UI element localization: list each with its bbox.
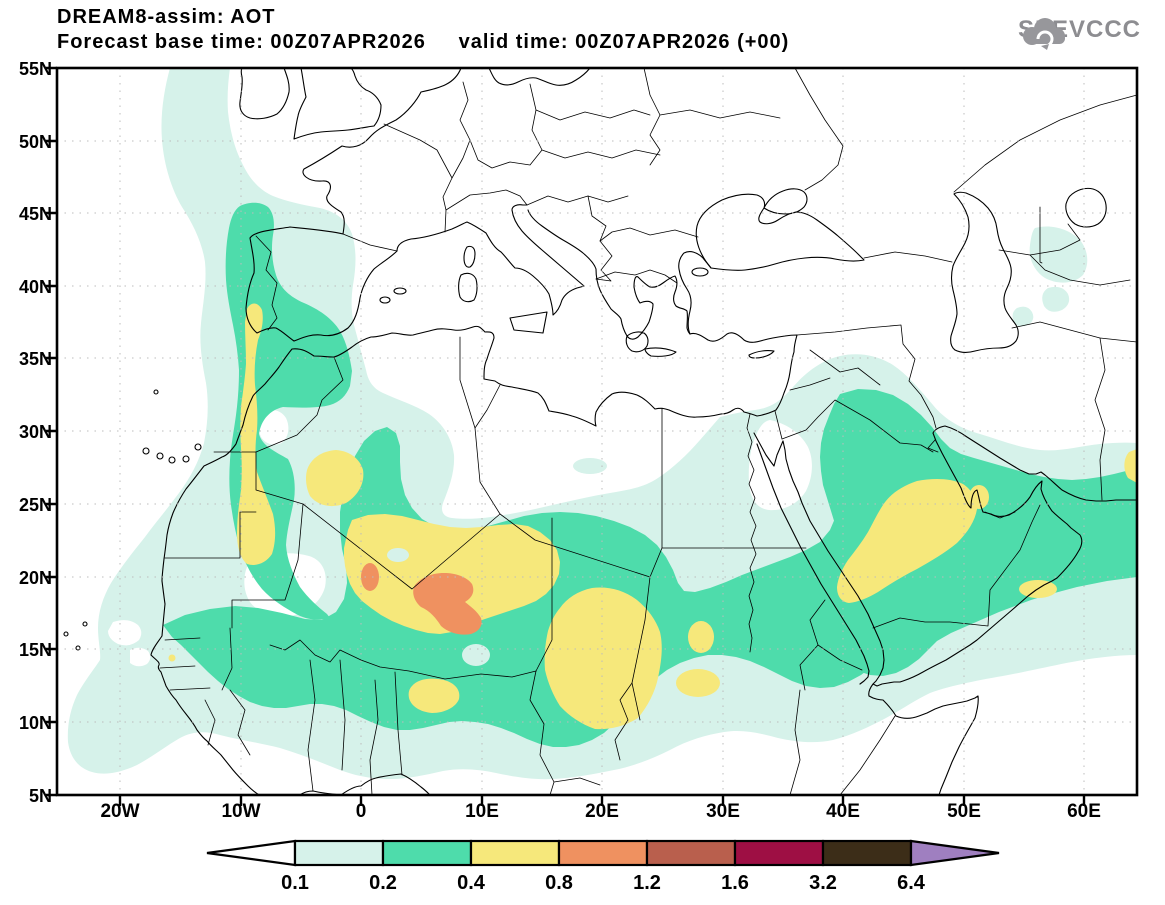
colorbar-right-arrow (909, 839, 1000, 867)
colorbar-value: 6.4 (897, 872, 925, 894)
lat-label: 55N (18, 59, 52, 79)
colorbar-value: 0.8 (545, 872, 573, 894)
lon-label: 40E (826, 801, 860, 822)
colorbar-value: 0.2 (369, 872, 397, 894)
lon-label: 20E (585, 801, 619, 822)
lon-label: 0 (355, 801, 367, 822)
colorbar-left-arrow (206, 839, 297, 867)
figure-title: DREAM8-assim: AOT (57, 6, 276, 28)
lon-label: 10W (221, 801, 261, 822)
country-borders (159, 67, 1138, 796)
lat-label: 20N (18, 568, 52, 588)
lat-label: 30N (18, 422, 52, 442)
lat-label: 40N (18, 277, 52, 297)
lat-label: 15N (18, 640, 52, 660)
graticule-gridlines (57, 68, 1137, 795)
lat-label: 50N (18, 132, 52, 152)
lat-label: 10N (18, 713, 52, 733)
aot-contour-fills (67, 68, 1138, 780)
lat-label: 25N (18, 495, 52, 515)
colorbar-value: 0.4 (457, 872, 485, 894)
lon-label: 20W (100, 801, 140, 822)
map-frame (46, 66, 1139, 806)
lon-label: 30E (706, 801, 740, 822)
colorbar-value: 1.6 (721, 872, 749, 894)
colorbar-value: 3.2 (809, 872, 837, 894)
lat-label: 5N (28, 786, 52, 806)
cloud-logo-icon (1022, 18, 1065, 50)
lon-label: 60E (1067, 801, 1101, 822)
colorbar-value: 0.1 (281, 872, 309, 894)
coastlines (63, 67, 1138, 796)
lon-label: 50E (947, 801, 981, 822)
figure-subtitle: Forecast base time: 00Z07APR2026 valid t… (57, 31, 790, 53)
seevccc-logo: SEEVCCC (1018, 16, 1141, 50)
colorbar (206, 839, 1000, 867)
lat-label: 35N (18, 349, 52, 369)
lon-label: 10E (465, 801, 499, 822)
colorbar-value: 1.2 (633, 872, 661, 894)
lat-label: 45N (18, 204, 52, 224)
